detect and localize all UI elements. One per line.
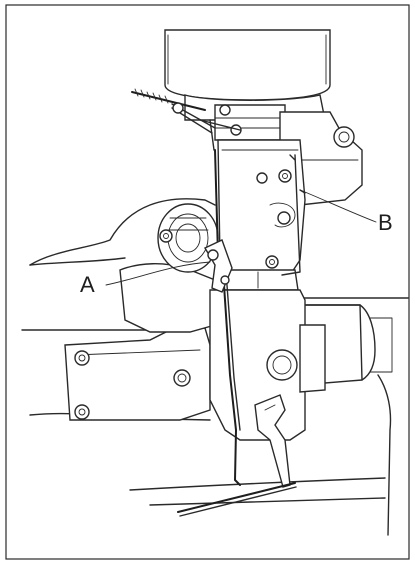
leader-line-b (299, 189, 377, 223)
manifold-bracket (64, 263, 216, 421)
callout-label-a: A (80, 272, 95, 297)
callout-label-b: B (378, 210, 393, 235)
frame-border (5, 4, 410, 560)
leader-line-a (105, 261, 211, 286)
leader-lines (105, 189, 377, 286)
throttle-linkage (131, 88, 301, 517)
carburetor-body (214, 104, 363, 291)
